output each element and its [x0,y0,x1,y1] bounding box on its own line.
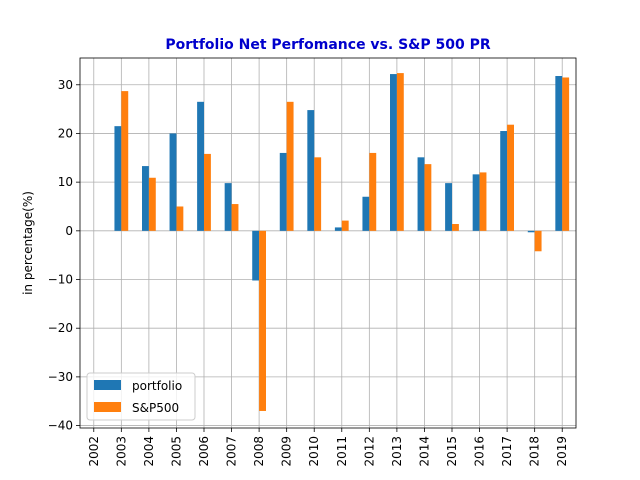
y-tick-label: 10 [58,175,73,189]
bar-portfolio-2019 [555,76,563,231]
bar-sp500-2008 [259,230,266,411]
legend-label-sp500: S&P500 [132,401,179,415]
bar-sp500-2014 [424,164,432,231]
y-tick-label: 0 [65,224,73,238]
x-tick-label: 2012 [362,436,376,467]
y-tick-label: 30 [58,78,73,92]
bar-portfolio-2013 [390,74,397,231]
bar-portfolio-2018 [527,230,535,233]
x-tick-label: 2017 [500,436,514,467]
bar-sp500-2007 [231,204,239,231]
y-tick-label: 20 [58,126,73,140]
bar-sp500-2016 [479,172,487,231]
bar-sp500-2017 [507,124,514,231]
bars-layer [114,73,570,411]
bar-sp500-2004 [148,177,156,231]
bar-sp500-2005 [176,206,184,231]
bar-sp500-2012 [369,152,377,231]
bar-portfolio-2007 [224,183,232,231]
bar-portfolio-2014 [417,157,425,231]
x-tick-label: 2004 [142,436,156,467]
x-tick-label: 2007 [225,436,239,467]
bar-sp500-2010 [314,157,322,231]
x-tick-label: 2002 [87,436,101,467]
bar-sp500-2006 [204,153,211,231]
bar-sp500-2003 [121,91,129,231]
bar-portfolio-2005 [169,133,177,231]
plot-frame [79,57,577,429]
x-axis: 2002 2003 2004 2005 2006 2007 2008 2009 2010 2011… [87,428,569,467]
legend-swatch-portfolio [94,380,121,390]
chart-title: Portfolio Net Perfomance vs. S&P 500 PR [165,37,491,53]
y-axis-label: in percentage(%) [21,191,35,295]
bar-sp500-2011 [341,220,349,231]
legend-label-portfolio: portfolio [132,379,182,393]
x-tick-label: 2018 [528,436,542,467]
bar-portfolio-2004 [142,166,149,231]
x-tick-label: 2008 [252,436,266,467]
x-tick-label: 2013 [390,436,404,467]
bar-portfolio-2003 [114,126,122,231]
x-tick-label: 2011 [335,436,349,467]
bar-portfolio-2009 [279,152,287,231]
bar-portfolio-2006 [197,101,204,231]
bar-portfolio-2011 [334,227,342,231]
x-tick-label: 2003 [114,436,128,467]
bar-portfolio-2015 [445,183,452,231]
bar-sp500-2018 [534,230,542,252]
bar-sp500-2015 [452,224,459,231]
bar-sp500-2013 [396,73,404,231]
legend: portfolio S&P500 [86,372,196,421]
bar-sp500-2009 [286,101,294,231]
x-tick-label: 2006 [197,436,211,467]
bar-portfolio-2010 [307,110,315,231]
y-tick-label: −40 [48,419,73,433]
bar-portfolio-2017 [500,131,508,231]
legend-swatch-sp500 [94,402,121,412]
x-tick-label: 2019 [555,436,569,467]
x-tick-label: 2014 [417,436,431,467]
x-tick-label: 2010 [307,436,321,467]
x-tick-label: 2005 [169,436,183,467]
bar-portfolio-2008 [252,230,260,281]
x-tick-label: 2015 [445,436,459,467]
y-tick-label: −10 [48,273,73,287]
bar-portfolio-2012 [362,196,370,231]
bar-sp500-2019 [562,77,570,231]
x-tick-label: 2009 [280,436,294,467]
y-tick-label: −30 [48,370,73,384]
y-axis: −40 −30 −20 −10 0 10 20 30 [48,78,80,433]
y-tick-label: −20 [48,321,73,335]
x-tick-label: 2016 [473,436,487,467]
bar-portfolio-2016 [472,174,480,231]
